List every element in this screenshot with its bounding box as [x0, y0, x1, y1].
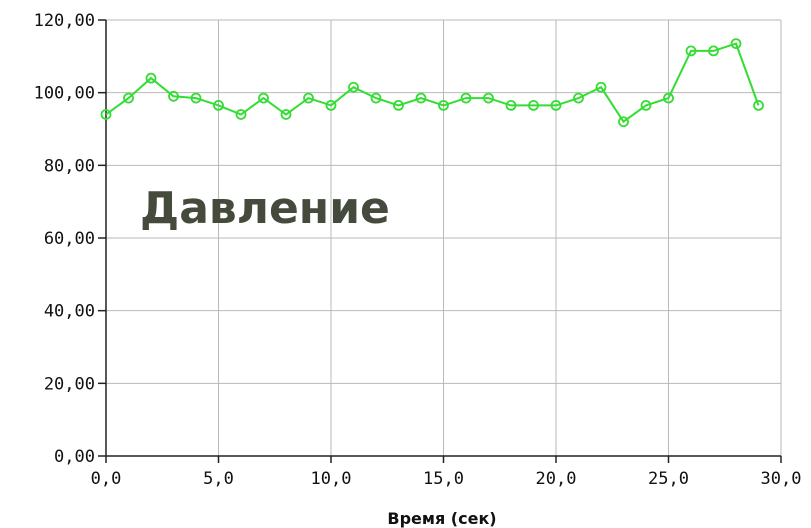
data-point [730, 38, 742, 50]
data-point [663, 92, 674, 104]
y-tick-label: 120,00 [34, 11, 95, 31]
y-tick-label: 0,00 [54, 447, 95, 467]
data-point [708, 45, 719, 57]
data-point [438, 99, 449, 111]
data-point [618, 116, 629, 128]
series-line [105, 42, 760, 124]
y-tick-label: 20,00 [44, 374, 95, 394]
y-tick-label: 80,00 [44, 156, 95, 176]
data-point [280, 109, 292, 120]
x-tick-label: 20,0 [536, 469, 577, 489]
data-point [370, 92, 382, 104]
data-point [505, 99, 517, 111]
x-tick-label: 30,0 [761, 469, 802, 489]
data-point [550, 99, 562, 111]
axes: 0,0 5,0 10,0 15,0 20,0 25,0 30,0 0,00 20,00 40,00… [34, 11, 802, 489]
data-point [460, 92, 472, 104]
data-point [303, 92, 314, 104]
data-point [145, 72, 157, 84]
x-tick-label: 10,0 [311, 469, 352, 489]
data-point [325, 99, 337, 111]
y-tick-label: 60,00 [44, 229, 95, 249]
series-layer [100, 38, 764, 128]
data-point [573, 92, 584, 104]
data-point [348, 81, 359, 93]
x-axis-title: Время (сек) [387, 509, 496, 528]
data-point [235, 109, 247, 120]
x-tick-label: 0,0 [91, 469, 122, 489]
y-tick-label: 100,00 [34, 84, 95, 104]
data-point [100, 109, 112, 120]
x-tick-label: 15,0 [423, 469, 464, 489]
y-tick-label: 40,00 [44, 302, 95, 322]
data-point [123, 92, 134, 104]
x-tick-label: 5,0 [203, 469, 234, 489]
data-point [190, 92, 202, 104]
x-tick-label: 25,0 [648, 469, 689, 489]
data-point [168, 90, 179, 102]
data-point [393, 99, 404, 111]
data-point [753, 99, 764, 111]
data-point [528, 99, 539, 111]
data-point [258, 92, 269, 104]
overlay-label: Давление [140, 183, 390, 234]
data-point [483, 92, 494, 104]
data-point [213, 99, 224, 111]
data-point [640, 99, 652, 111]
data-point [685, 45, 697, 57]
gridlines [106, 19, 782, 456]
data-point [595, 81, 607, 93]
data-point [415, 92, 427, 104]
